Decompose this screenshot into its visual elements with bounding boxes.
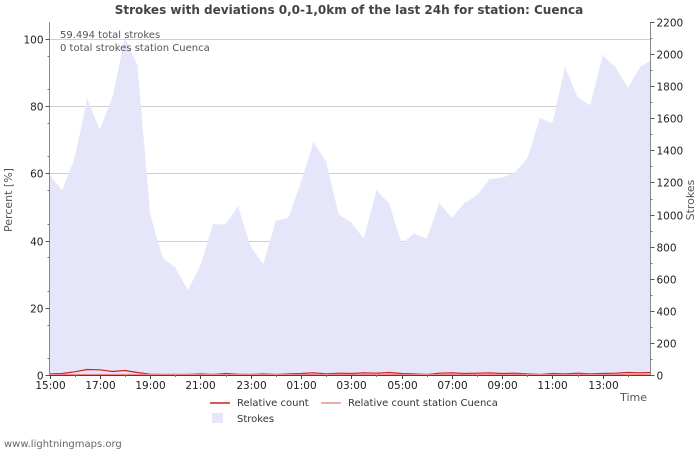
strokes-point-43 bbox=[589, 104, 591, 107]
x-tick-label-15:00: 15:00 bbox=[35, 380, 65, 392]
legend-station-count-label: Relative count station Cuenca bbox=[348, 398, 498, 409]
legend-strokes-label: Strokes bbox=[237, 414, 274, 425]
strokes-point-10 bbox=[174, 266, 176, 269]
strokes-point-33 bbox=[463, 202, 466, 205]
site-credit: www.lightningmaps.org bbox=[4, 439, 122, 450]
strokes-point-16 bbox=[249, 245, 252, 248]
strokes-point-26 bbox=[375, 189, 378, 192]
chart-title: Strokes with deviations 0,0-1,0km of the… bbox=[115, 3, 584, 17]
x-tick-label-21:00: 21:00 bbox=[185, 380, 215, 392]
strokes-point-8 bbox=[149, 213, 151, 216]
strokes-point-9 bbox=[161, 257, 164, 259]
strokes-area-layer bbox=[48, 37, 652, 375]
strokes-point-1 bbox=[61, 189, 63, 192]
left-tick-label-80: 80 bbox=[30, 102, 43, 114]
x-tick-label-13:00: 13:00 bbox=[588, 380, 618, 392]
left-axis-title: Percent [%] bbox=[2, 168, 15, 232]
strokes-point-30 bbox=[425, 237, 428, 240]
strokes-point-6 bbox=[124, 37, 126, 39]
strokes-point-21 bbox=[312, 141, 315, 144]
right-tick-label-2000: 2000 bbox=[657, 50, 684, 62]
strokes-point-11 bbox=[187, 289, 189, 291]
strokes-point-34 bbox=[476, 194, 478, 197]
strokes-point-13 bbox=[212, 223, 214, 225]
strokes-point-38 bbox=[526, 157, 529, 160]
legend-strokes-swatch bbox=[212, 413, 223, 423]
x-axis-title: Time bbox=[619, 391, 647, 404]
left-tick-label-40: 40 bbox=[30, 237, 43, 249]
station-strokes-annotation: 0 total strokes station Cuenca bbox=[60, 43, 210, 54]
strokes-point-35 bbox=[488, 178, 491, 180]
legend-relative-count-label: Relative count bbox=[237, 398, 309, 409]
right-tick-label-1800: 1800 bbox=[657, 82, 684, 94]
strokes-point-23 bbox=[337, 213, 340, 216]
strokes-point-27 bbox=[388, 202, 390, 205]
strokes-point-22 bbox=[325, 160, 327, 163]
x-ticks: 15:00 17:00 19:00 21:00 23:00 01:00 03:00 05:00… bbox=[35, 375, 629, 392]
legend: Relative count Relative count station Cu… bbox=[210, 398, 498, 425]
right-tick-label-0: 0 bbox=[657, 371, 664, 383]
strokes-point-39 bbox=[539, 117, 541, 120]
x-tick-label-19:00: 19:00 bbox=[135, 380, 165, 392]
left-y-ticks: 0 20 40 60 80 100 bbox=[23, 35, 50, 383]
right-tick-label-200: 200 bbox=[657, 339, 677, 351]
strokes-point-25 bbox=[363, 237, 365, 240]
right-tick-label-1600: 1600 bbox=[657, 114, 684, 126]
strokes-point-46 bbox=[627, 87, 629, 89]
strokes-point-5 bbox=[111, 96, 114, 99]
strokes-point-17 bbox=[262, 263, 265, 266]
strokes-point-45 bbox=[614, 66, 617, 68]
strokes-point-29 bbox=[413, 233, 415, 235]
right-tick-label-1400: 1400 bbox=[657, 146, 684, 158]
strokes-point-32 bbox=[451, 217, 453, 219]
x-tick-label-05:00: 05:00 bbox=[387, 380, 417, 392]
strokes-point-19 bbox=[287, 217, 290, 219]
x-tick-label-17:00: 17:00 bbox=[85, 380, 115, 392]
strokes-point-18 bbox=[275, 220, 277, 222]
right-tick-label-2200: 2200 bbox=[657, 18, 684, 30]
right-tick-label-800: 800 bbox=[657, 243, 677, 255]
strokes-area bbox=[49, 38, 651, 375]
strokes-point-12 bbox=[199, 265, 202, 267]
left-tick-label-100: 100 bbox=[23, 35, 43, 47]
strokes-point-40 bbox=[551, 122, 554, 124]
total-strokes-annotation: 59.494 total strokes bbox=[60, 30, 160, 41]
strokes-point-2 bbox=[73, 157, 76, 160]
left-tick-label-20: 20 bbox=[30, 304, 43, 316]
relative-lines-layer bbox=[49, 368, 651, 376]
strokes-point-3 bbox=[86, 98, 88, 100]
right-axis-title: Strokes bbox=[684, 179, 697, 220]
strokes-point-41 bbox=[564, 66, 566, 68]
strokes-point-14 bbox=[224, 223, 227, 225]
x-tick-label-03:00: 03:00 bbox=[336, 380, 366, 392]
right-tick-label-1200: 1200 bbox=[657, 178, 684, 190]
x-tick-label-11:00: 11:00 bbox=[537, 380, 567, 392]
strokes-point-47 bbox=[639, 66, 642, 68]
right-tick-label-600: 600 bbox=[657, 275, 677, 287]
left-tick-label-60: 60 bbox=[30, 169, 43, 181]
strokes-point-42 bbox=[576, 96, 579, 99]
x-tick-label-23:00: 23:00 bbox=[236, 380, 266, 392]
right-tick-label-1000: 1000 bbox=[657, 211, 684, 223]
strokes-point-36 bbox=[501, 176, 503, 179]
x-tick-label-07:00: 07:00 bbox=[437, 380, 467, 392]
strokes-point-28 bbox=[400, 242, 403, 245]
right-y-ticks: 0 200 400 600 800 1000 1200 1400 1600 1800 2000 220… bbox=[650, 18, 684, 383]
strokes-point-20 bbox=[300, 181, 302, 184]
strokes-point-7 bbox=[136, 64, 139, 67]
strokes-point-31 bbox=[438, 202, 441, 205]
x-tick-label-09:00: 09:00 bbox=[487, 380, 517, 392]
strokes-point-4 bbox=[99, 128, 101, 131]
x-tick-label-01:00: 01:00 bbox=[286, 380, 316, 392]
strokes-point-44 bbox=[601, 54, 604, 57]
strokes-point-24 bbox=[350, 221, 353, 224]
right-tick-label-400: 400 bbox=[657, 307, 677, 319]
left-tick-label-0: 0 bbox=[37, 371, 44, 383]
strokes-point-37 bbox=[513, 172, 516, 174]
strokes-point-15 bbox=[237, 205, 239, 208]
